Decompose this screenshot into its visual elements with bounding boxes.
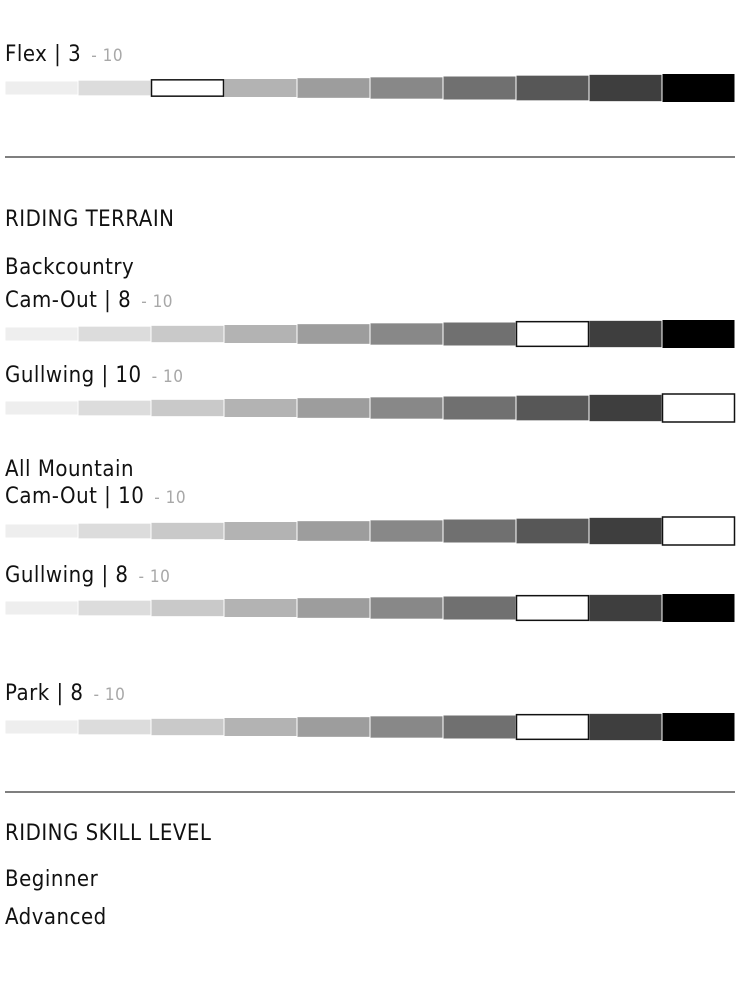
rating-name: Flex | 3 bbox=[5, 42, 81, 67]
bar-segment bbox=[662, 594, 735, 622]
bar-segment bbox=[370, 716, 443, 738]
bar-segment bbox=[370, 397, 443, 419]
rating-name: Park | 8 bbox=[5, 681, 84, 706]
rating-label: Flex | 3 - 10 bbox=[5, 42, 123, 67]
bar-segment bbox=[443, 396, 516, 420]
bar-segment bbox=[443, 76, 516, 100]
scale-label: - 10 bbox=[154, 488, 186, 508]
rating-label: Cam-Out | 8 - 10 bbox=[5, 288, 173, 313]
bar-segment bbox=[370, 77, 443, 99]
bar-segment bbox=[443, 519, 516, 543]
bar-segment bbox=[78, 326, 151, 342]
bar-segment bbox=[443, 715, 516, 739]
bar-segment bbox=[151, 718, 224, 736]
bar-segment bbox=[5, 327, 78, 341]
rating-name: Cam-Out | 10 bbox=[5, 484, 144, 509]
bar-segment bbox=[151, 325, 224, 343]
rating-marker bbox=[515, 713, 590, 741]
bar-segment bbox=[662, 713, 735, 741]
rating-label: Gullwing | 8 - 10 bbox=[5, 563, 170, 588]
bar-segment bbox=[151, 399, 224, 417]
section-title: RIDING TERRAIN bbox=[5, 207, 174, 232]
rating-marker bbox=[515, 320, 590, 348]
rating-label: Cam-Out | 10 - 10 bbox=[5, 484, 186, 509]
bar-segment bbox=[224, 399, 297, 417]
scale-label: - 10 bbox=[139, 567, 171, 587]
terrain-heading: All Mountain bbox=[5, 457, 134, 482]
bar-segment bbox=[224, 599, 297, 617]
bar-segment bbox=[5, 81, 78, 95]
bar-segment bbox=[78, 523, 151, 539]
bar-segment bbox=[151, 599, 224, 617]
bar-segment bbox=[5, 720, 78, 734]
bar-segment bbox=[297, 521, 370, 541]
bar-segment bbox=[516, 395, 589, 421]
bar-segment bbox=[297, 324, 370, 344]
bar-segment bbox=[370, 323, 443, 345]
rating-name: Gullwing | 8 bbox=[5, 563, 129, 588]
bar-segment bbox=[443, 596, 516, 620]
scale-label: - 10 bbox=[94, 685, 126, 705]
bar-segment bbox=[516, 518, 589, 544]
rating-marker bbox=[661, 516, 736, 546]
bar-segment bbox=[589, 713, 662, 741]
bar-segment bbox=[224, 522, 297, 540]
bar-segment bbox=[589, 517, 662, 545]
bar-segment bbox=[589, 394, 662, 422]
bar-segment bbox=[5, 401, 78, 415]
rating-label: Gullwing | 10 - 10 bbox=[5, 363, 183, 388]
bar-segment bbox=[443, 322, 516, 346]
rating-bar bbox=[5, 74, 735, 102]
rating-marker bbox=[515, 594, 590, 622]
rating-bar bbox=[5, 713, 735, 741]
bar-segment bbox=[589, 320, 662, 348]
bar-segment bbox=[151, 522, 224, 540]
bar-segment bbox=[370, 520, 443, 542]
terrain-heading: Backcountry bbox=[5, 255, 134, 280]
bar-segment bbox=[662, 74, 735, 102]
bar-segment bbox=[589, 594, 662, 622]
bar-segment bbox=[78, 400, 151, 416]
bar-segment bbox=[370, 597, 443, 619]
bar-segment bbox=[297, 717, 370, 737]
skill-level: Beginner bbox=[5, 867, 99, 892]
rating-marker bbox=[150, 79, 225, 97]
rating-bar bbox=[5, 320, 735, 348]
rating-bar bbox=[5, 594, 735, 622]
rating-bar bbox=[5, 516, 736, 546]
bar-segment bbox=[78, 719, 151, 735]
scale-label: - 10 bbox=[91, 46, 123, 66]
bar-segment bbox=[78, 600, 151, 616]
rating-label: Park | 8 - 10 bbox=[5, 681, 125, 706]
bar-segment bbox=[662, 320, 735, 348]
bar-segment bbox=[297, 78, 370, 98]
bar-segment bbox=[224, 79, 297, 97]
rating-bar bbox=[5, 393, 736, 423]
bar-segment bbox=[78, 80, 151, 96]
scale-label: - 10 bbox=[152, 367, 184, 387]
bar-segment bbox=[5, 601, 78, 615]
bar-segment bbox=[516, 75, 589, 101]
rating-marker bbox=[661, 393, 736, 423]
bar-segment bbox=[297, 598, 370, 618]
section-title: RIDING SKILL LEVEL bbox=[5, 821, 211, 846]
rating-name: Gullwing | 10 bbox=[5, 363, 142, 388]
bar-segment bbox=[224, 325, 297, 343]
rating-name: Cam-Out | 8 bbox=[5, 288, 131, 313]
bar-segment bbox=[297, 398, 370, 418]
skill-level: Advanced bbox=[5, 905, 107, 930]
scale-label: - 10 bbox=[141, 292, 173, 312]
bar-segment bbox=[589, 74, 662, 102]
bar-segment bbox=[5, 524, 78, 538]
bar-segment bbox=[224, 718, 297, 736]
